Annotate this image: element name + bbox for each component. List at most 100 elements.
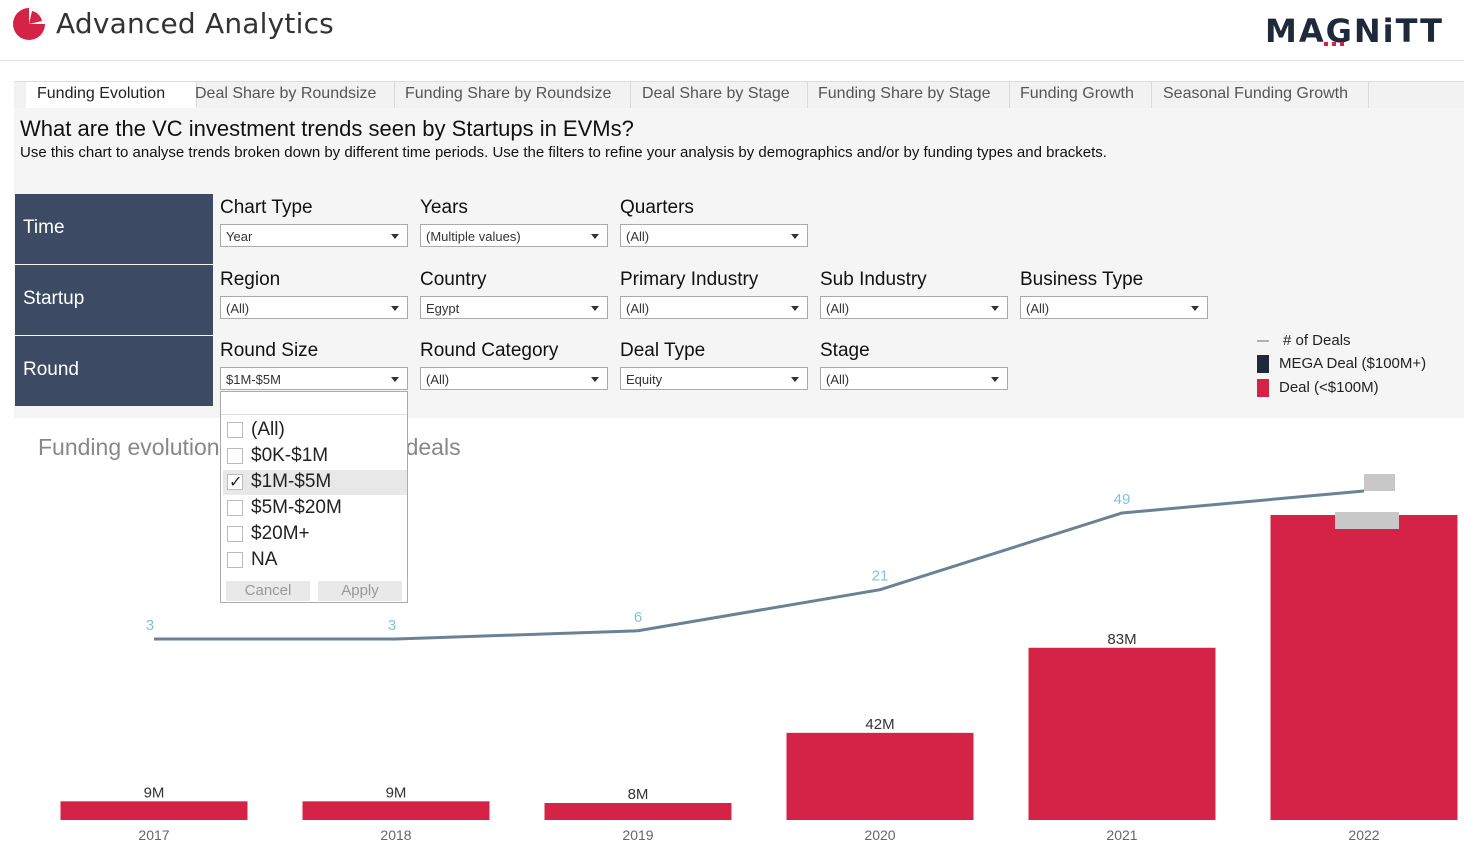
option-5m-20m[interactable]: $5M-$20M bbox=[223, 496, 407, 521]
tab-funding-growth[interactable]: Funding Growth bbox=[1009, 82, 1152, 108]
x-tick-label: 2018 bbox=[380, 827, 411, 843]
square-swatch-icon bbox=[1257, 355, 1269, 373]
section-time-label: Time bbox=[23, 217, 65, 238]
bar[interactable] bbox=[60, 801, 248, 820]
chevron-down-icon bbox=[791, 377, 799, 382]
chevron-down-icon bbox=[991, 306, 999, 311]
round-size-label: Round Size bbox=[220, 340, 319, 361]
years-value: (Multiple values) bbox=[426, 229, 521, 244]
option-20m-plus[interactable]: $20M+ bbox=[223, 522, 407, 547]
primary-industry-dropdown[interactable]: (All) bbox=[620, 296, 808, 319]
brand-logo: MAGNiTT bbox=[1264, 12, 1444, 50]
bar[interactable] bbox=[302, 801, 490, 820]
primary-industry-label: Primary Industry bbox=[620, 269, 759, 290]
tab-funding-share-roundsize[interactable]: Funding Share by Roundsize bbox=[394, 82, 631, 108]
quarters-label: Quarters bbox=[620, 197, 694, 218]
question-subtitle: Use this chart to analyse trends broken … bbox=[20, 144, 1107, 161]
bar[interactable] bbox=[1028, 647, 1216, 820]
popup-search-input[interactable] bbox=[221, 392, 407, 415]
round-category-dropdown[interactable]: (All) bbox=[420, 367, 608, 390]
region-value: (All) bbox=[226, 301, 250, 316]
line-value-label: 49 bbox=[1114, 491, 1131, 508]
deal-type-value: Equity bbox=[626, 372, 663, 387]
section-startup: Startup bbox=[15, 265, 213, 335]
chart-type-label: Chart Type bbox=[220, 197, 313, 218]
option-0k-1m[interactable]: $0K-$1M bbox=[223, 444, 407, 469]
bar-value-label: 83M bbox=[1107, 631, 1136, 648]
x-tick-label: 2022 bbox=[1348, 827, 1379, 843]
chevron-down-icon bbox=[391, 377, 399, 382]
chevron-down-icon bbox=[591, 306, 599, 311]
x-tick-label: 2019 bbox=[622, 827, 653, 843]
checkbox[interactable] bbox=[227, 448, 243, 464]
option-label: NA bbox=[251, 549, 278, 570]
checkbox-checked[interactable] bbox=[227, 472, 243, 492]
bar[interactable] bbox=[544, 803, 732, 820]
checkbox[interactable] bbox=[227, 526, 243, 542]
apply-button[interactable]: Apply bbox=[318, 581, 402, 601]
stage-dropdown[interactable]: (All) bbox=[820, 367, 1008, 390]
years-label: Years bbox=[420, 197, 468, 218]
deal-type-dropdown[interactable]: Equity bbox=[620, 367, 808, 390]
bar[interactable] bbox=[786, 732, 974, 820]
checkbox[interactable] bbox=[227, 500, 243, 516]
tab-deal-share-roundsize[interactable]: Deal Share by Roundsize bbox=[184, 82, 395, 108]
region-label: Region bbox=[220, 269, 281, 290]
line-value-label: 3 bbox=[146, 617, 154, 634]
chart-title: Funding evolution deals bbox=[38, 434, 461, 461]
tab-funding-evolution[interactable]: Funding Evolution bbox=[26, 82, 197, 108]
cancel-button[interactable]: Cancel bbox=[226, 581, 310, 601]
country-dropdown[interactable]: Egypt bbox=[420, 296, 608, 319]
legend-label: MEGA Deal ($100M+) bbox=[1279, 355, 1427, 372]
section-startup-label: Startup bbox=[23, 288, 85, 309]
chevron-down-icon bbox=[391, 306, 399, 311]
chart-title-right: deals bbox=[405, 434, 461, 460]
round-category-label: Round Category bbox=[420, 340, 559, 361]
chevron-down-icon bbox=[791, 234, 799, 239]
bar[interactable] bbox=[1270, 514, 1458, 820]
region-dropdown[interactable]: (All) bbox=[220, 296, 408, 319]
tab-seasonal-funding-growth[interactable]: Seasonal Funding Growth bbox=[1152, 82, 1369, 108]
x-tick-label: 2021 bbox=[1106, 827, 1137, 843]
option-1m-5m[interactable]: $1M-$5M bbox=[223, 470, 407, 495]
chevron-down-icon bbox=[791, 306, 799, 311]
brand-dots-icon bbox=[1324, 42, 1344, 46]
filter-panel bbox=[14, 108, 1464, 418]
sub-industry-label: Sub Industry bbox=[820, 269, 927, 290]
section-round-label: Round bbox=[23, 359, 79, 380]
business-type-label: Business Type bbox=[1020, 269, 1144, 290]
legend-label: Deal (<$100M) bbox=[1279, 379, 1379, 396]
chart-type-value: Year bbox=[226, 229, 253, 244]
chevron-down-icon bbox=[391, 234, 399, 239]
option-na[interactable]: NA bbox=[223, 548, 407, 573]
hidden-bar-label bbox=[1335, 512, 1399, 529]
tab-funding-share-stage[interactable]: Funding Share by Stage bbox=[807, 82, 1010, 108]
chart-type-dropdown[interactable]: Year bbox=[220, 224, 408, 247]
years-dropdown[interactable]: (Multiple values) bbox=[420, 224, 608, 247]
sub-industry-value: (All) bbox=[826, 301, 850, 316]
chart-title-left: Funding evolution bbox=[38, 434, 220, 460]
line-swatch-icon bbox=[1257, 340, 1269, 342]
round-size-dropdown[interactable]: $1M-$5M bbox=[220, 367, 408, 390]
business-type-value: (All) bbox=[1026, 301, 1050, 316]
deal-type-label: Deal Type bbox=[620, 340, 706, 361]
question-title: What are the VC investment trends seen b… bbox=[20, 116, 634, 141]
option-all[interactable]: (All) bbox=[223, 418, 407, 443]
country-label: Country bbox=[420, 269, 487, 290]
line-value-label: 6 bbox=[634, 609, 642, 626]
app-header: Advanced Analytics MAGNiTT bbox=[0, 0, 1464, 61]
checkbox[interactable] bbox=[227, 422, 243, 438]
business-type-dropdown[interactable]: (All) bbox=[1020, 296, 1208, 319]
line-value-label: 21 bbox=[872, 568, 889, 585]
section-time: Time bbox=[15, 194, 213, 264]
sub-industry-dropdown[interactable]: (All) bbox=[820, 296, 1008, 319]
checkbox[interactable] bbox=[227, 552, 243, 568]
option-label: $1M-$5M bbox=[251, 471, 332, 492]
tab-deal-share-stage[interactable]: Deal Share by Stage bbox=[631, 82, 808, 108]
section-round: Round bbox=[15, 336, 213, 406]
quarters-dropdown[interactable]: (All) bbox=[620, 224, 808, 247]
bar-value-label: 9M bbox=[386, 784, 407, 801]
primary-industry-value: (All) bbox=[626, 301, 650, 316]
stage-label: Stage bbox=[820, 340, 870, 361]
